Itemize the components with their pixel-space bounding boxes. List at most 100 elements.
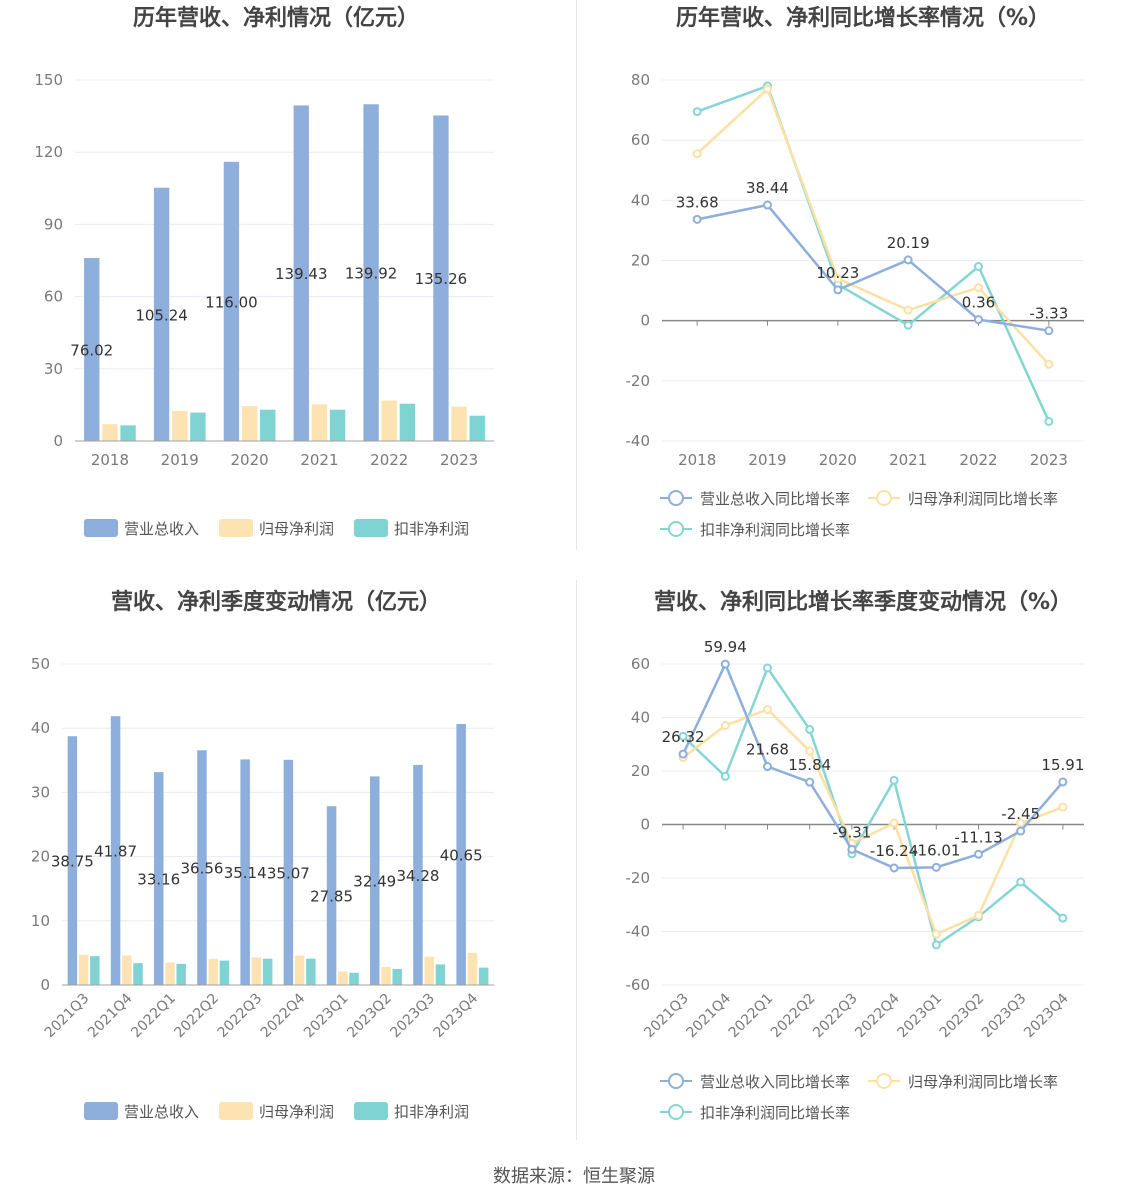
- bar-2-2023Q2: [392, 968, 402, 985]
- data-label: 139.92: [345, 265, 398, 283]
- bar-0-2021Q4: [110, 716, 121, 985]
- series-point-2: [931, 940, 941, 950]
- data-label: 139.43: [275, 265, 328, 283]
- series-point-2: [720, 771, 730, 781]
- y-tick-label: 0: [40, 976, 50, 994]
- bar-1-2022Q1: [165, 962, 175, 985]
- data-label: 21.68: [746, 741, 789, 759]
- data-label: 26.32: [662, 728, 705, 746]
- legend-marker: [668, 1073, 684, 1089]
- legend-label: 扣非净利润同比增长率: [700, 1104, 850, 1122]
- data-label: 15.91: [1041, 756, 1084, 774]
- series-point-0: [903, 255, 913, 265]
- series-point-0: [974, 849, 983, 859]
- y-tick-label: 40: [31, 719, 50, 737]
- bar-0-2023Q3: [413, 764, 423, 985]
- x-tick-label: 2021Q3: [641, 991, 692, 1042]
- x-tick-label: 2023: [440, 451, 478, 469]
- series-line-1: [696, 86, 1050, 366]
- series-line-2: [682, 665, 1064, 947]
- data-label: -11.13: [954, 828, 1002, 846]
- data-label: 38.75: [51, 853, 94, 871]
- legend-swatch: [354, 1102, 388, 1120]
- bar-2-2021Q4: [133, 963, 143, 985]
- data-label: 20.19: [887, 234, 930, 252]
- bar-1-2023: [451, 406, 467, 441]
- series-line-2: [696, 84, 1050, 422]
- legend-swatch: [84, 519, 118, 537]
- series-point-0: [1044, 326, 1054, 336]
- bar-1-2022Q3: [251, 957, 262, 985]
- x-tick-label: 2019: [748, 451, 786, 469]
- series-point-0: [833, 285, 843, 295]
- chart-title: 营收、净利季度变动情况（亿元）: [111, 589, 441, 615]
- series-point-0: [763, 200, 772, 210]
- y-tick-label: -40: [626, 923, 651, 941]
- series-point-2: [678, 731, 688, 741]
- series-point-0: [692, 214, 702, 224]
- bar-1-2023Q4: [467, 952, 478, 985]
- x-tick-label: 2021: [889, 451, 927, 469]
- y-tick-label: 60: [631, 131, 650, 149]
- series-point-0: [974, 315, 983, 325]
- legend-label: 扣非净利润同比增长率: [700, 521, 850, 539]
- x-tick-label: 2022Q3: [810, 991, 861, 1042]
- bar-0-2019: [153, 187, 170, 441]
- x-tick-label: 2022Q2: [171, 991, 222, 1042]
- data-source-note: 数据来源：恒生聚源: [493, 1166, 655, 1187]
- legend-label: 营业总收入: [124, 1103, 199, 1121]
- series-point-2: [1016, 877, 1026, 887]
- series-point-1: [833, 274, 843, 284]
- x-tick-label: 2023Q3: [387, 991, 438, 1042]
- bar-1-2022Q4: [294, 955, 305, 985]
- chart-title: 营收、净利同比增长率季度变动情况（%）: [654, 589, 1072, 615]
- data-label: 34.28: [396, 867, 439, 885]
- data-label: 33.68: [676, 193, 719, 211]
- data-label: 15.84: [788, 756, 831, 774]
- series-point-2: [763, 663, 772, 673]
- bar-2-2023Q1: [349, 972, 359, 985]
- legend-swatch: [354, 519, 388, 537]
- y-tick-label: -20: [626, 372, 651, 390]
- x-tick-label: 2018: [91, 451, 129, 469]
- series-point-0: [763, 762, 772, 772]
- divider-bottom: [576, 580, 577, 1140]
- bar-1-2023Q3: [424, 956, 434, 985]
- legend-label: 归母净利润同比增长率: [908, 490, 1058, 508]
- y-tick-label: 30: [31, 783, 50, 801]
- bar-0-2022: [363, 104, 379, 441]
- y-tick-label: 50: [31, 655, 50, 673]
- legend-label: 归母净利润同比增长率: [908, 1073, 1058, 1091]
- bar-1-2020: [241, 406, 258, 441]
- legend-swatch: [219, 1102, 253, 1120]
- bar-2-2022Q1: [176, 963, 186, 985]
- y-tick-label: 20: [631, 252, 650, 270]
- series-point-0: [678, 749, 688, 759]
- bar-1-2023Q2: [381, 967, 391, 985]
- y-tick-label: 30: [44, 360, 63, 378]
- legend-label: 扣非净利润: [394, 520, 469, 538]
- series-point-2: [974, 262, 983, 272]
- data-label: -3.33: [1029, 305, 1068, 323]
- x-tick-label: 2022: [370, 451, 408, 469]
- series-point-2: [889, 775, 899, 785]
- data-label: 59.94: [704, 638, 747, 656]
- x-tick-label: 2018: [678, 451, 716, 469]
- series-point-0: [805, 777, 815, 787]
- bar-1-2021Q3: [78, 954, 89, 985]
- y-tick-label: 20: [631, 762, 650, 780]
- bar-0-2022Q2: [197, 750, 207, 985]
- bar-2-2018: [120, 425, 136, 441]
- chart-annual-amounts: 历年营收、净利情况（亿元） 0 30 60 90 120 150 76.02 105.24 116…: [0, 0, 574, 580]
- bar-1-2021: [311, 404, 328, 441]
- annual-amounts-svg: 历年营收、净利情况（亿元） 0 30 60 90 120 150 76.02 105.24 116…: [34, 5, 494, 538]
- bar-0-2021: [293, 105, 309, 441]
- data-label: 38.44: [746, 179, 789, 197]
- legend-label: 归母净利润: [259, 520, 334, 538]
- data-label: 135.26: [415, 270, 468, 288]
- series-point-1: [1058, 802, 1068, 812]
- series-point-0: [1016, 826, 1026, 836]
- series-point-2: [692, 107, 702, 117]
- series-point-1: [763, 84, 772, 94]
- bar-2-2023Q4: [478, 967, 489, 985]
